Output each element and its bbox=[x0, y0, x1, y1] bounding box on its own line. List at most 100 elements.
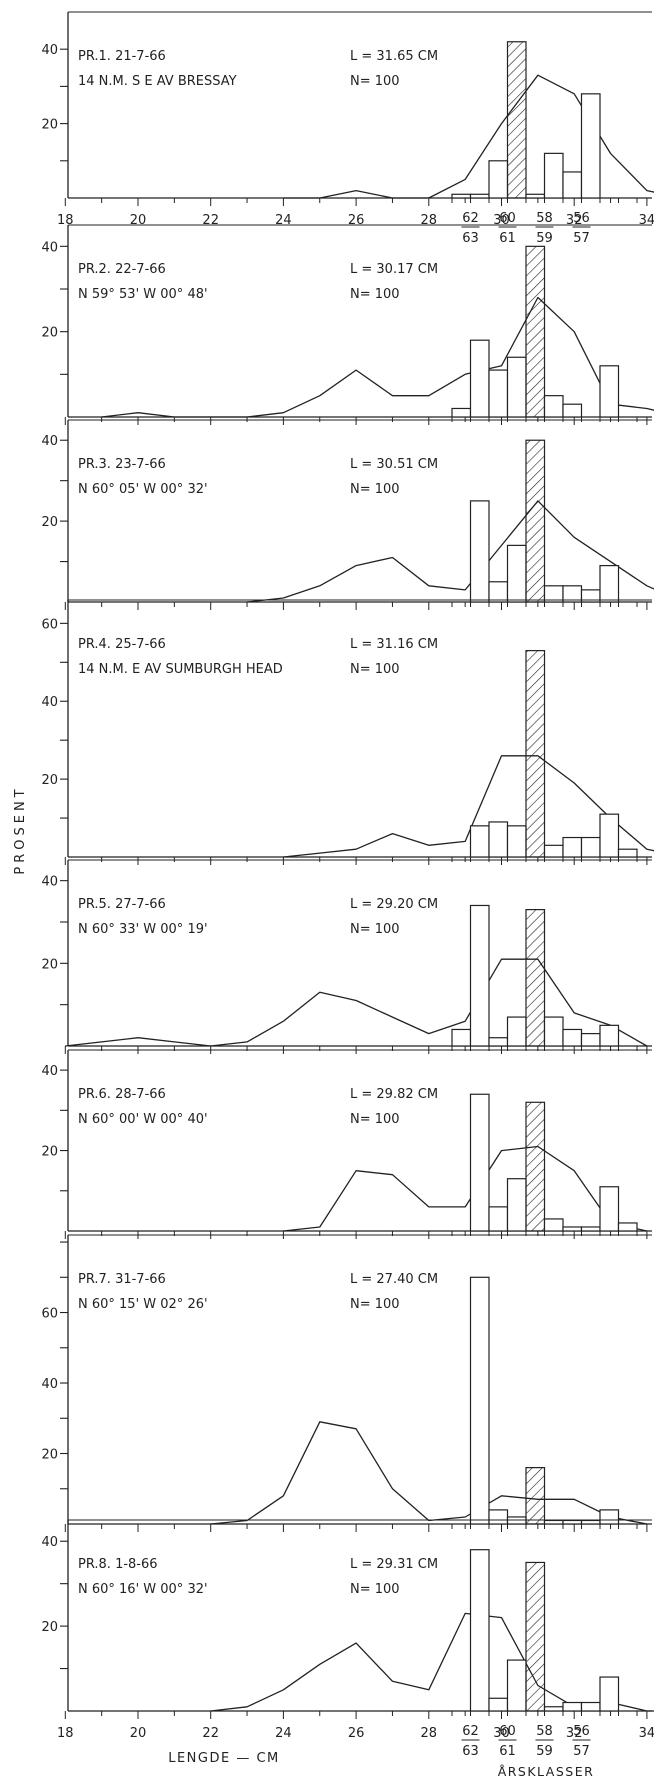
panel-title: PR.1. 21-7-66 bbox=[78, 49, 166, 64]
y-tick-label: 20 bbox=[41, 1620, 58, 1635]
year-class-bar bbox=[488, 1509, 509, 1525]
sample-size: N= 100 bbox=[350, 482, 400, 497]
panel-location: 14 N.M. S E AV BRESSAY bbox=[78, 74, 237, 89]
sample-size: N= 100 bbox=[350, 922, 400, 937]
year-class-bar bbox=[580, 1519, 601, 1525]
year-tick-label: 60 bbox=[499, 1724, 516, 1739]
year-class-axis-label: ÅRSKLASSER bbox=[498, 1764, 595, 1778]
year-class-bar-highlighted bbox=[525, 439, 546, 603]
year-class-bar bbox=[562, 1226, 583, 1232]
year-class-bar bbox=[506, 1016, 527, 1047]
panel-location: N 59° 53' W 00° 48' bbox=[78, 287, 208, 302]
year-class-bar bbox=[469, 193, 490, 199]
year-class-bar bbox=[488, 1697, 509, 1712]
year-tick-label: 59 bbox=[536, 231, 553, 246]
year-class-bar bbox=[562, 1701, 583, 1712]
panel-5: 20 40 PR.5. 27-7-66 N 60° 33' W 00° 19' L = … bbox=[41, 859, 652, 1054]
year-class-bar bbox=[580, 1032, 601, 1047]
length-distribution-line bbox=[101, 296, 654, 418]
year-class-bar bbox=[488, 821, 509, 858]
panel-location: N 60° 00' W 00° 40' bbox=[78, 1112, 208, 1127]
length-distribution-line bbox=[283, 74, 654, 199]
panel-2: 20 40 PR.2. 22-7-66 N 59° 53' W 00° 48' L = … bbox=[41, 224, 654, 425]
year-tick-label: 63 bbox=[462, 231, 479, 246]
year-class-bar bbox=[580, 1701, 601, 1712]
x-tick-label: 34 bbox=[639, 213, 654, 228]
year-class-bar bbox=[617, 848, 638, 858]
y-tick-label: 40 bbox=[41, 43, 58, 58]
year-class-bar bbox=[469, 904, 490, 1047]
x-tick-label: 28 bbox=[421, 213, 438, 228]
panel-title: PR.8. 1-8-66 bbox=[78, 1557, 158, 1572]
year-class-bar bbox=[543, 152, 564, 199]
year-class-bar-highlighted bbox=[506, 41, 527, 199]
y-tick-label: 60 bbox=[41, 617, 58, 632]
x-tick-label: 30 bbox=[493, 213, 510, 228]
year-tick-label: 60 bbox=[499, 211, 516, 226]
year-class-bar-highlighted bbox=[525, 650, 546, 858]
mean-length: L = 29.31 CM bbox=[350, 1557, 438, 1572]
year-class-bar bbox=[599, 1676, 620, 1712]
year-class-bar bbox=[451, 193, 472, 199]
panel-location: N 60° 15' W 02° 26' bbox=[78, 1297, 208, 1312]
length-distribution-line bbox=[247, 500, 654, 603]
year-tick-label: 62 bbox=[462, 211, 479, 226]
year-class-bar bbox=[506, 1659, 527, 1712]
year-class-bar bbox=[506, 356, 527, 418]
panels: 20 40 PR.1. 21-7-66 14 N.M. S E AV BRESSAY L… bbox=[41, 11, 654, 1759]
mean-length: L = 29.20 CM bbox=[350, 897, 438, 912]
panel-location: N 60° 05' W 00° 32' bbox=[78, 482, 208, 497]
year-class-bar bbox=[562, 403, 583, 418]
panel-location: N 60° 33' W 00° 19' bbox=[78, 922, 208, 937]
panel-location: 14 N.M. E AV SUMBURGH HEAD bbox=[78, 662, 283, 677]
year-class-bar bbox=[562, 171, 583, 199]
panel-8: 20 40 PR.8. 1-8-66 N 60° 16' W 00° 32' L = 2… bbox=[41, 1519, 654, 1719]
year-tick-label: 59 bbox=[536, 1744, 553, 1759]
y-tick-label: 20 bbox=[41, 326, 58, 341]
sample-size: N= 100 bbox=[350, 1112, 400, 1127]
year-class-bar bbox=[525, 193, 546, 199]
panel-4: 20 40 60 PR.4. 25-7-66 14 N.M. E AV SUMBURGH… bbox=[41, 599, 654, 865]
x-tick-label: 20 bbox=[130, 213, 147, 228]
year-class-bar bbox=[599, 1509, 620, 1525]
year-class-bar bbox=[543, 1218, 564, 1232]
length-distribution-line bbox=[210, 1421, 648, 1525]
x-tick-label: 18 bbox=[57, 213, 74, 228]
year-tick-label: 58 bbox=[536, 1724, 553, 1739]
year-class-bar bbox=[543, 395, 564, 418]
length-distribution-line bbox=[65, 958, 648, 1047]
year-class-bar bbox=[488, 160, 509, 199]
year-class-bar bbox=[469, 500, 490, 603]
y-axis-label: PROSENT bbox=[13, 785, 28, 874]
x-tick-label: 22 bbox=[202, 1726, 219, 1741]
year-class-bar bbox=[599, 365, 620, 418]
year-tick-label: 56 bbox=[573, 1724, 590, 1739]
y-tick-label: 40 bbox=[41, 1064, 58, 1079]
year-class-bar-highlighted bbox=[525, 1561, 546, 1712]
x-axis-label: LENGDE — CM bbox=[168, 1751, 280, 1766]
year-class-bar bbox=[580, 93, 601, 199]
year-class-bar bbox=[599, 813, 620, 858]
year-class-bar bbox=[469, 1093, 490, 1232]
year-class-bar bbox=[562, 1519, 583, 1525]
x-tick-label: 18 bbox=[57, 1726, 74, 1741]
x-tick-label: 32 bbox=[566, 213, 583, 228]
panel-title: PR.7. 31-7-66 bbox=[78, 1272, 166, 1287]
year-class-bar bbox=[562, 836, 583, 858]
y-tick-label: 20 bbox=[41, 1448, 58, 1463]
sample-size: N= 100 bbox=[350, 287, 400, 302]
mean-length: L = 31.65 CM bbox=[350, 49, 438, 64]
year-class-bar bbox=[506, 544, 527, 603]
mean-length: L = 30.51 CM bbox=[350, 457, 438, 472]
panel-title: PR.2. 22-7-66 bbox=[78, 262, 166, 277]
year-tick-label: 63 bbox=[462, 1744, 479, 1759]
year-class-bar bbox=[469, 1549, 490, 1712]
year-tick-label: 61 bbox=[499, 231, 516, 246]
x-tick-label: 26 bbox=[348, 213, 365, 228]
year-class-bar-highlighted bbox=[525, 245, 546, 418]
year-class-bar bbox=[451, 407, 472, 418]
mean-length: L = 29.82 CM bbox=[350, 1087, 438, 1102]
mean-length: L = 27.40 CM bbox=[350, 1272, 438, 1287]
year-class-bar bbox=[488, 369, 509, 418]
panel-location: N 60° 16' W 00° 32' bbox=[78, 1582, 208, 1597]
